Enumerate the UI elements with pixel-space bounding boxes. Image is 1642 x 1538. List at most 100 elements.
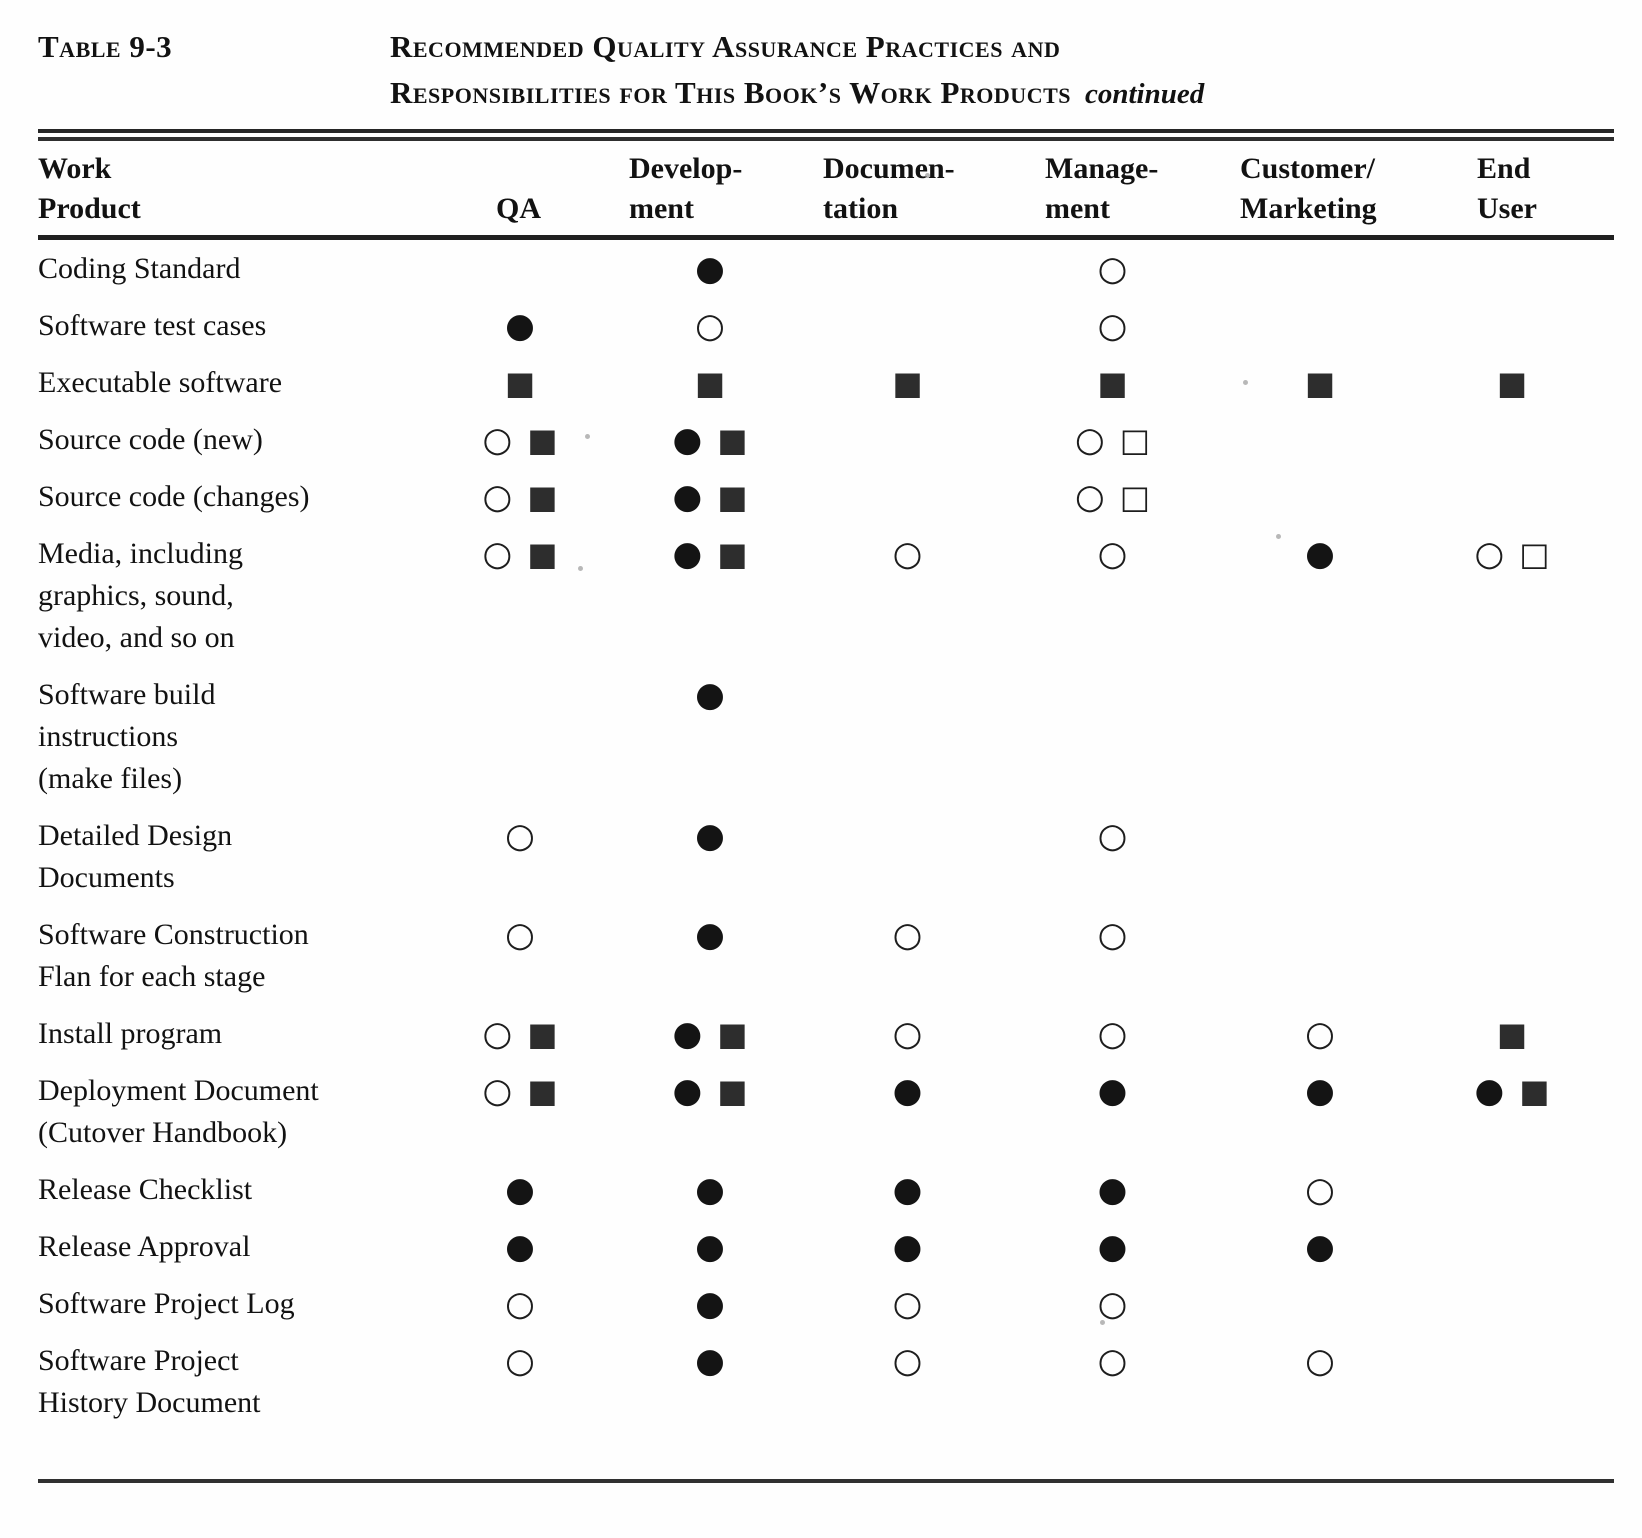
column-header-customer_marketing: Customer/Marketing bbox=[1230, 149, 1410, 229]
column-header-line: Manage- bbox=[1045, 152, 1159, 185]
row-label-line: Install program bbox=[38, 1017, 223, 1050]
row-label: Software Project History Document bbox=[38, 1340, 440, 1424]
filled-circle-symbol: ● bbox=[695, 675, 725, 715]
table-row: Release Approval ● ● ● ● ● bbox=[38, 1218, 1614, 1275]
row-label-line: Deployment Document bbox=[38, 1074, 319, 1107]
filled-circle-symbol: ● bbox=[1305, 1227, 1335, 1267]
open-circle-symbol: ○ bbox=[892, 534, 923, 574]
cell-development: ● ■ bbox=[600, 476, 820, 518]
table-row: Media, including graphics, sound, video, a… bbox=[38, 525, 1614, 666]
row-label-line: Release Approval bbox=[38, 1230, 251, 1263]
filled-square-symbol: ■ bbox=[504, 364, 536, 402]
cell-qa: ○ bbox=[440, 914, 600, 956]
cell-management: ○ bbox=[995, 1283, 1230, 1325]
table-title-line-2-text: Responsibilities for This Book’s Work Pr… bbox=[390, 75, 1071, 110]
cell-end_user: ○ □ bbox=[1410, 533, 1614, 575]
row-label: Source code (changes) bbox=[38, 476, 440, 518]
table-caption: Table 9-3 Recommended Quality Assurance … bbox=[38, 24, 1614, 117]
table-header-row: Work Product QA Develop-ment Documen-tation M… bbox=[38, 141, 1614, 235]
filled-square-symbol: ■ bbox=[694, 364, 726, 402]
row-label-line: Detailed Design bbox=[38, 819, 233, 852]
filled-circle-symbol: ● bbox=[672, 534, 703, 574]
open-circle-symbol: ○ bbox=[505, 915, 535, 955]
filled-square-symbol: ■ bbox=[717, 421, 748, 459]
column-header-line: Develop- bbox=[629, 152, 743, 185]
column-header-line: ment bbox=[629, 192, 694, 225]
cell-development: ● bbox=[600, 914, 820, 956]
open-circle-symbol: ○ bbox=[505, 1284, 535, 1324]
table-row: Software Construction Flan for each stage… bbox=[38, 906, 1614, 1005]
cell-management: ○ □ bbox=[995, 419, 1230, 461]
scan-speck bbox=[1100, 1320, 1105, 1325]
filled-square-symbol: ■ bbox=[717, 478, 748, 516]
cell-development: ● bbox=[600, 1340, 820, 1382]
continued-label: continued bbox=[1085, 78, 1205, 110]
column-header-line: Documen- bbox=[823, 152, 955, 185]
open-circle-symbol: ○ bbox=[1097, 1284, 1128, 1324]
filled-circle-symbol: ● bbox=[672, 1014, 703, 1054]
cell-development: ● bbox=[600, 1169, 820, 1211]
row-label: Executable software bbox=[38, 362, 440, 404]
cell-customer_marketing: ○ bbox=[1230, 1169, 1410, 1211]
filled-circle-symbol: ● bbox=[695, 1170, 725, 1210]
cell-qa: ○ ■ bbox=[440, 419, 600, 461]
row-label-line: Software Project bbox=[38, 1344, 239, 1377]
row-label-line: instructions bbox=[38, 720, 178, 753]
filled-circle-symbol: ● bbox=[1474, 1071, 1505, 1111]
cell-end_user: ■ bbox=[1410, 1013, 1614, 1055]
row-label: Software test cases bbox=[38, 305, 440, 347]
row-label-line: Coding Standard bbox=[38, 252, 241, 285]
cell-documentation: ○ bbox=[820, 1013, 995, 1055]
row-label-line: Release Checklist bbox=[38, 1173, 253, 1206]
scan-speck bbox=[925, 173, 930, 178]
filled-square-symbol: ■ bbox=[527, 1072, 558, 1110]
open-circle-symbol: ○ bbox=[1097, 534, 1128, 574]
cell-documentation: ○ bbox=[820, 1340, 995, 1382]
open-circle-symbol: ○ bbox=[482, 1071, 513, 1111]
cell-development: ● bbox=[600, 674, 820, 716]
open-square-symbol: □ bbox=[1119, 421, 1150, 459]
row-label: Detailed Design Documents bbox=[38, 815, 440, 899]
row-label: Software Construction Flan for each stage bbox=[38, 914, 440, 998]
row-label: Release Approval bbox=[38, 1226, 440, 1268]
row-label: Coding Standard bbox=[38, 248, 440, 290]
table-row: Release Checklist ● ● ● ● ○ bbox=[38, 1161, 1614, 1218]
table-number-label: Table 9-3 bbox=[38, 29, 173, 64]
cell-qa: ○ bbox=[440, 815, 600, 857]
open-circle-symbol: ○ bbox=[1075, 477, 1105, 517]
scan-speck bbox=[1276, 534, 1281, 539]
cell-development: ● ■ bbox=[600, 419, 820, 461]
column-header-documentation: Documen-tation bbox=[820, 149, 995, 229]
table-row: Software Project History Document ○ ● ○ ○ ○ bbox=[38, 1332, 1614, 1431]
table-top-double-rule bbox=[38, 129, 1614, 141]
open-circle-symbol: ○ bbox=[1474, 534, 1505, 574]
filled-square-symbol: ■ bbox=[1519, 1072, 1550, 1110]
row-label-line: Documents bbox=[38, 861, 175, 894]
row-label: Deployment Document (Cutover Handbook) bbox=[38, 1070, 440, 1154]
open-circle-symbol: ○ bbox=[892, 1341, 923, 1381]
column-header-line: User bbox=[1477, 192, 1537, 225]
open-circle-symbol: ○ bbox=[1305, 1170, 1335, 1210]
cell-qa: ■ bbox=[440, 362, 600, 404]
column-header-line: Product bbox=[38, 192, 141, 225]
open-circle-symbol: ○ bbox=[505, 1341, 535, 1381]
filled-circle-symbol: ● bbox=[672, 420, 703, 460]
column-header-line: ment bbox=[1045, 192, 1110, 225]
table-row: Deployment Document (Cutover Handbook) ○ ■ ●… bbox=[38, 1062, 1614, 1161]
table-title-line-2: Responsibilities for This Book’s Work Pr… bbox=[390, 70, 1614, 117]
row-label-line: Executable software bbox=[38, 366, 283, 399]
cell-management: ● bbox=[995, 1226, 1230, 1268]
filled-circle-symbol: ● bbox=[1305, 534, 1335, 574]
cell-development: ● bbox=[600, 248, 820, 290]
open-circle-symbol: ○ bbox=[695, 306, 725, 346]
cell-development: ■ bbox=[600, 362, 820, 404]
cell-development: ● ■ bbox=[600, 1013, 820, 1055]
filled-circle-symbol: ● bbox=[1305, 1071, 1335, 1111]
open-circle-symbol: ○ bbox=[1097, 249, 1128, 289]
column-header-end_user: End User bbox=[1410, 149, 1614, 229]
cell-management: ○ bbox=[995, 1340, 1230, 1382]
filled-circle-symbol: ● bbox=[505, 1170, 535, 1210]
filled-square-symbol: ■ bbox=[717, 535, 748, 573]
column-header-development: Develop-ment bbox=[600, 149, 820, 229]
